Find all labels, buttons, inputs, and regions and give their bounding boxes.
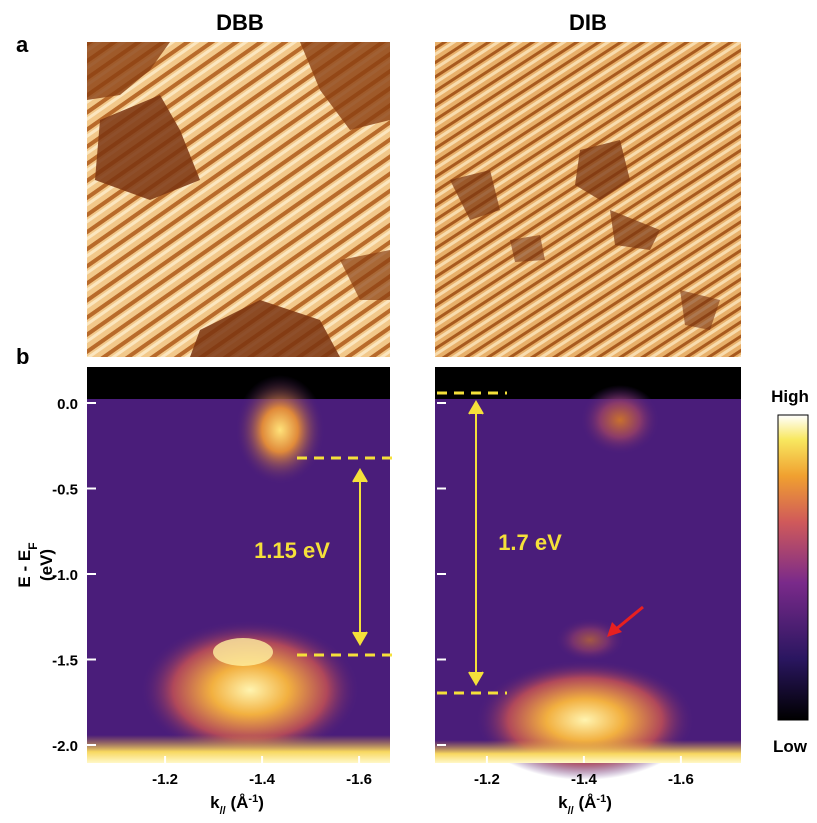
y-label-unit: (eV) [37,549,56,581]
y-axis-label: E - EF(eV) [15,542,56,587]
y-tick-label: 0.0 [57,396,78,413]
x-axis-label: k// (Å-1) [558,793,612,817]
colorbar [777,414,809,721]
gap-annotation [297,391,507,695]
gap-label: 1.15 eV [254,538,330,563]
x-label-part: ) [606,793,612,812]
x-label-part: ) [258,793,264,812]
x-axis-label: k// (Å-1) [210,793,264,817]
y-tick-label: -1.5 [52,653,78,670]
y-tick-label: -1.0 [52,567,78,584]
x-tick-label: -1.6 [668,771,694,788]
y-label-main: E - E [15,550,34,588]
stm-image-dbb [87,42,390,357]
x-tick-label: -1.4 [571,771,598,788]
x-tick-label: -1.4 [249,771,276,788]
colorbar-high: High [771,387,809,406]
stm-image-dib [435,42,741,357]
arpes-dib [435,367,741,780]
x-tick-label: -1.2 [152,771,178,788]
gap-label: 1.7 eV [498,530,562,555]
y-label-sub: F [26,542,40,549]
panel-label: b [16,344,29,369]
column-title: DIB [569,10,607,35]
colorbar-low: Low [773,737,808,756]
y-tick-label: -0.5 [52,482,78,499]
x-label-part: k [210,793,220,812]
panel-label: a [16,32,29,57]
column-title: DBB [216,10,264,35]
x-label-part: (Å [226,793,249,812]
red-arrow [607,605,644,637]
x-label-part: // [220,805,226,817]
y-tick-label: -2.0 [52,738,78,755]
x-tick-label: -1.2 [474,771,500,788]
arpes-dbb [87,367,390,763]
x-label-part: k [558,793,568,812]
x-label-part: -1 [596,793,606,805]
x-label-part: -1 [248,793,258,805]
x-tick-label: -1.6 [346,771,372,788]
x-label-part: (Å [574,793,597,812]
x-label-part: // [568,805,574,817]
